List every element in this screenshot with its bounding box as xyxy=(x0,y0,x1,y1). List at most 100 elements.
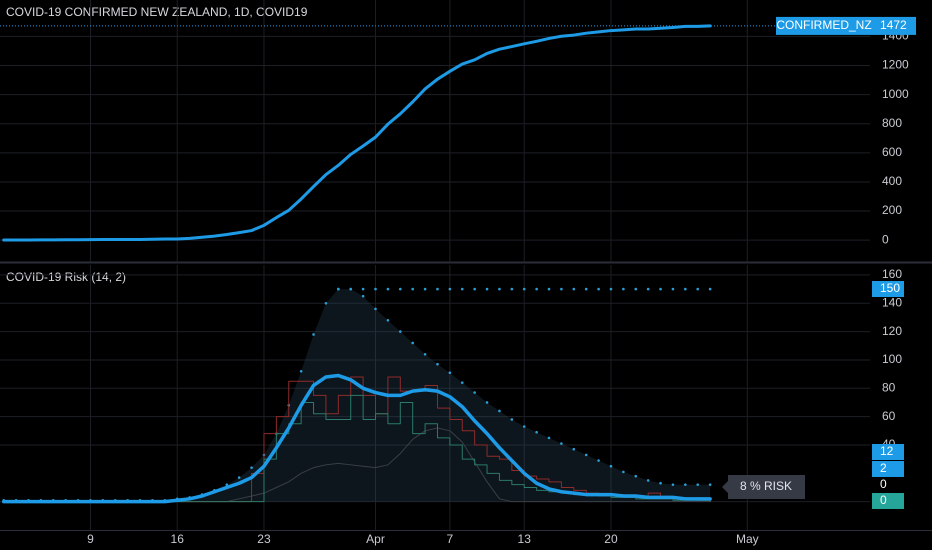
x-tick-label: 7 xyxy=(447,532,454,546)
dot xyxy=(708,483,712,486)
last-value-label: 150 xyxy=(880,281,900,295)
label-box xyxy=(872,461,904,477)
dot xyxy=(622,287,625,291)
pane-title: COVID-19 CONFIRMED NEW ZEALAND, 1D, COVI… xyxy=(6,5,308,19)
y-tick-label: 200 xyxy=(882,203,902,217)
dot xyxy=(708,287,712,291)
x-tick-label: May xyxy=(736,532,759,546)
dot xyxy=(361,287,365,291)
y-tick-label: 160 xyxy=(882,267,902,281)
dot xyxy=(609,464,613,468)
label-box xyxy=(872,444,904,460)
x-tick-label: Apr xyxy=(366,532,385,546)
dot xyxy=(671,287,675,291)
dot xyxy=(436,287,439,291)
dot xyxy=(634,474,638,478)
last-value-label: 1472 xyxy=(880,18,907,32)
x-tick-label: 9 xyxy=(87,532,94,546)
dot xyxy=(448,287,452,291)
dot xyxy=(609,287,613,291)
y-tick-label: 400 xyxy=(882,174,902,188)
dot xyxy=(460,381,464,384)
dot xyxy=(361,294,365,298)
dot xyxy=(560,287,563,291)
dot xyxy=(398,330,402,333)
last-value-label: 2 xyxy=(880,461,887,475)
y-tick-label: 140 xyxy=(882,295,902,309)
y-tick-label: 0 xyxy=(882,232,889,246)
dot xyxy=(473,391,476,394)
dot xyxy=(374,287,377,291)
label-box xyxy=(872,477,904,493)
dot xyxy=(659,481,662,485)
y-tick-label: 120 xyxy=(882,324,902,338)
dot xyxy=(386,287,390,291)
dot xyxy=(398,287,402,291)
last-value-label: 12 xyxy=(880,444,894,458)
y-tick-label: 1200 xyxy=(882,58,909,72)
y-tick-label: 1000 xyxy=(882,87,909,101)
dot xyxy=(374,307,377,311)
dot xyxy=(659,287,662,291)
annotation: 8 % RISK xyxy=(740,479,792,493)
last-value-label: 0 xyxy=(880,493,887,507)
dot xyxy=(646,287,650,291)
dot xyxy=(684,287,687,291)
label-box xyxy=(872,281,904,297)
y-tick-label: 800 xyxy=(882,116,902,130)
dot xyxy=(498,409,501,413)
dot xyxy=(510,418,514,421)
dot xyxy=(560,442,563,445)
dot xyxy=(411,341,414,345)
dot xyxy=(622,470,625,474)
dot xyxy=(349,287,353,291)
dot xyxy=(547,436,551,440)
dot xyxy=(646,479,650,482)
dot xyxy=(473,287,476,291)
label-box xyxy=(776,16,872,35)
dot xyxy=(671,483,675,486)
dot xyxy=(572,287,576,291)
dot xyxy=(634,287,638,291)
y-tick-label: 60 xyxy=(882,409,896,423)
dot xyxy=(312,333,315,336)
y-tick-label: 80 xyxy=(882,380,896,394)
series-name-label: CONFIRMED_NZ xyxy=(776,18,871,32)
dot xyxy=(522,425,526,428)
dot xyxy=(485,401,489,404)
dot xyxy=(225,483,229,486)
dot xyxy=(535,430,538,434)
y-tick-label: 100 xyxy=(882,352,902,366)
dot xyxy=(535,287,538,291)
dot xyxy=(485,287,489,291)
dot xyxy=(337,287,340,291)
dot xyxy=(684,483,687,486)
dot xyxy=(498,287,501,291)
dot xyxy=(299,369,303,373)
last-value-label: 0 xyxy=(880,477,887,491)
dot xyxy=(572,447,576,451)
dot xyxy=(386,318,390,322)
x-tick-label: 13 xyxy=(518,532,532,546)
dot xyxy=(250,466,253,469)
dot xyxy=(460,287,464,291)
x-tick-label: 16 xyxy=(171,532,185,546)
line xyxy=(1,373,712,504)
dot xyxy=(324,301,328,305)
dot xyxy=(522,287,526,291)
dot xyxy=(436,362,439,366)
dot xyxy=(597,287,600,291)
dot xyxy=(547,287,551,291)
dot xyxy=(423,352,427,356)
dot xyxy=(696,483,700,486)
dot xyxy=(584,453,588,457)
dot xyxy=(448,371,452,375)
label-box xyxy=(872,16,916,35)
x-tick-label: 20 xyxy=(604,532,618,546)
dot xyxy=(237,476,241,479)
dot xyxy=(423,287,427,291)
x-tick-label: 23 xyxy=(257,532,271,546)
line xyxy=(2,24,712,242)
label-box xyxy=(872,493,904,509)
